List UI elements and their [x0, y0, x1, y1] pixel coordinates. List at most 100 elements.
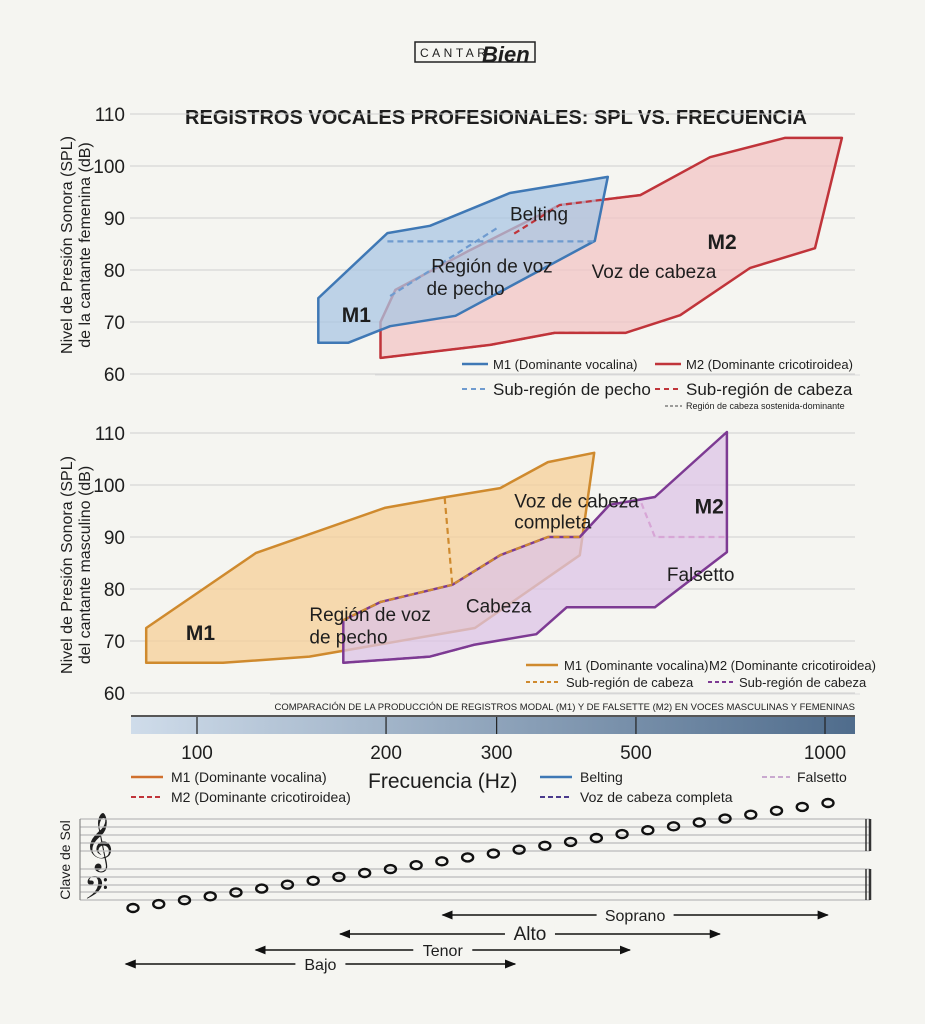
whole-note-icon — [126, 902, 140, 914]
legend-item: Voz de cabeza completa — [580, 789, 733, 805]
dashed-subregion-line — [342, 583, 453, 622]
annotation-label: M1 — [342, 304, 371, 327]
legend-item: M2 (Dominante cricotiroidea) — [709, 658, 876, 673]
x-tick-label: 1000 — [804, 743, 846, 764]
label-bg — [596, 904, 674, 924]
whole-note-icon — [177, 895, 192, 906]
annotation-label: Falsetto — [667, 565, 735, 586]
staff-label: Clave de Sol — [57, 820, 73, 899]
y-tick-label: 110 — [95, 424, 125, 445]
whole-note-icon — [280, 879, 295, 890]
female-legend: M1 (Dominante vocalina) M2 (Dominante cr… — [375, 357, 860, 411]
legend-item: Sub-región de cabeza — [686, 380, 853, 399]
y-tick-label: 90 — [104, 209, 125, 230]
whole-note-icon — [718, 813, 732, 824]
whole-note-icon — [563, 836, 578, 848]
y-tick-label: 60 — [104, 365, 125, 386]
y-tick-label: 100 — [93, 476, 125, 497]
annotation-label: Voz de cabeza — [514, 491, 639, 512]
legend-item: Sub-región de pecho — [493, 380, 651, 399]
annotation-label: de pecho — [427, 279, 505, 300]
whole-note-icon — [409, 860, 423, 871]
x-axis-label: Frecuencia (Hz) — [368, 770, 517, 793]
region-m1 — [317, 175, 610, 345]
whole-note-icon — [383, 863, 398, 875]
dashed-subregion-line — [380, 331, 626, 359]
annotation-label: M2 — [695, 496, 724, 519]
whole-note-icon — [692, 817, 706, 828]
dashed-subregion-line — [443, 497, 580, 587]
whole-note-icon — [357, 867, 372, 879]
annotation-label: Belting — [510, 205, 568, 226]
annotation-label: Región de voz — [431, 257, 552, 278]
logo-text-left: CANTAR — [420, 46, 489, 60]
dashed-subregion-line — [389, 227, 498, 297]
legend-item: M2 (Dominante cricotiroidea) — [686, 357, 853, 372]
voice-range-label: Tenor — [423, 943, 464, 960]
x-tick-label: 200 — [370, 743, 402, 764]
female-ylabel-line1: Nivel de Presión Sonora (SPL) — [59, 136, 76, 354]
whole-note-icon — [332, 871, 346, 883]
legend-item: M1 (Dominante vocalina) — [493, 357, 638, 372]
y-tick-label: 110 — [95, 105, 125, 126]
male-legend: M1 (Dominante vocalina) M2 (Dominante cr… — [270, 658, 876, 695]
whole-note-icon — [641, 825, 655, 836]
whole-note-icon — [203, 891, 217, 902]
frequency-axis-bar — [131, 717, 855, 734]
dashed-subregion-line — [578, 495, 656, 538]
label-bg — [504, 923, 555, 943]
whole-note-icon — [615, 828, 629, 840]
dashed-subregion-line — [513, 194, 641, 235]
legend-item: Región de cabeza sostenida-dominante — [686, 401, 845, 411]
legend-item: M1 (Dominante vocalina) — [171, 769, 327, 785]
whole-note-icon — [538, 840, 552, 851]
label-bg — [295, 953, 346, 973]
whole-note-icon — [666, 821, 681, 832]
x-axis: 100 200 300 500 1000 — [181, 717, 846, 764]
voice-range-label: Soprano — [605, 908, 666, 925]
chart-title: REGISTROS VOCALES PROFESIONALES: SPL VS.… — [185, 107, 807, 129]
whole-note-icon — [512, 844, 526, 855]
music-staff: Clave de Sol 𝄞 𝄢 — [57, 797, 872, 914]
whole-note-icon — [486, 848, 501, 859]
legend-item: Falsetto — [797, 769, 847, 785]
legend-item: Sub-región de cabeza — [739, 675, 867, 690]
whole-note-icon — [769, 805, 784, 816]
comparison-caption: COMPARACIÓN DE LA PRODUCCIÓN DE REGISTRO… — [275, 702, 856, 713]
whole-note-icon — [152, 898, 166, 910]
x-tick-label: 300 — [481, 743, 513, 764]
annotation-label: Región de voz — [309, 605, 430, 626]
y-tick-label: 60 — [104, 684, 125, 705]
logo-text-right: Bien — [482, 42, 530, 67]
y-tick-label: 70 — [104, 313, 125, 334]
whole-note-icon — [589, 832, 604, 844]
label-bg — [413, 939, 473, 959]
dashed-subregion-line — [640, 502, 727, 539]
y-tick-label: 90 — [104, 528, 125, 549]
legend-item: M2 (Dominante cricotiroidea) — [171, 789, 351, 805]
annotation-label: de pecho — [309, 628, 387, 649]
bottom-legend: M1 (Dominante vocalina) M2 (Dominante cr… — [131, 769, 847, 805]
annotation-label: Voz de cabeza — [592, 262, 717, 283]
y-tick-label: 100 — [93, 157, 125, 178]
voice-range-label: Bajo — [304, 957, 336, 974]
annotation-label: M1 — [186, 622, 215, 645]
male-ylabel-line2: del cantante masculino (dB) — [77, 466, 94, 664]
whole-note-icon — [795, 801, 809, 813]
whole-note-icon — [229, 887, 243, 898]
y-tick-label: 80 — [104, 580, 125, 601]
whole-note-icon — [435, 856, 449, 867]
voice-ranges: Soprano Alto Tenor Bajo — [124, 904, 829, 974]
legend-item: Sub-región de cabeza — [566, 675, 694, 690]
annotation-label: Cabeza — [466, 596, 532, 617]
whole-note-icon — [821, 797, 835, 809]
whole-note-icon — [460, 852, 475, 863]
female-ylabel-line2: de la cantante femenina (dB) — [77, 142, 94, 347]
x-tick-label: 100 — [181, 743, 213, 764]
annotation-label: M2 — [708, 231, 737, 254]
whole-note-icon — [744, 809, 758, 820]
whole-note-icon — [255, 883, 269, 894]
